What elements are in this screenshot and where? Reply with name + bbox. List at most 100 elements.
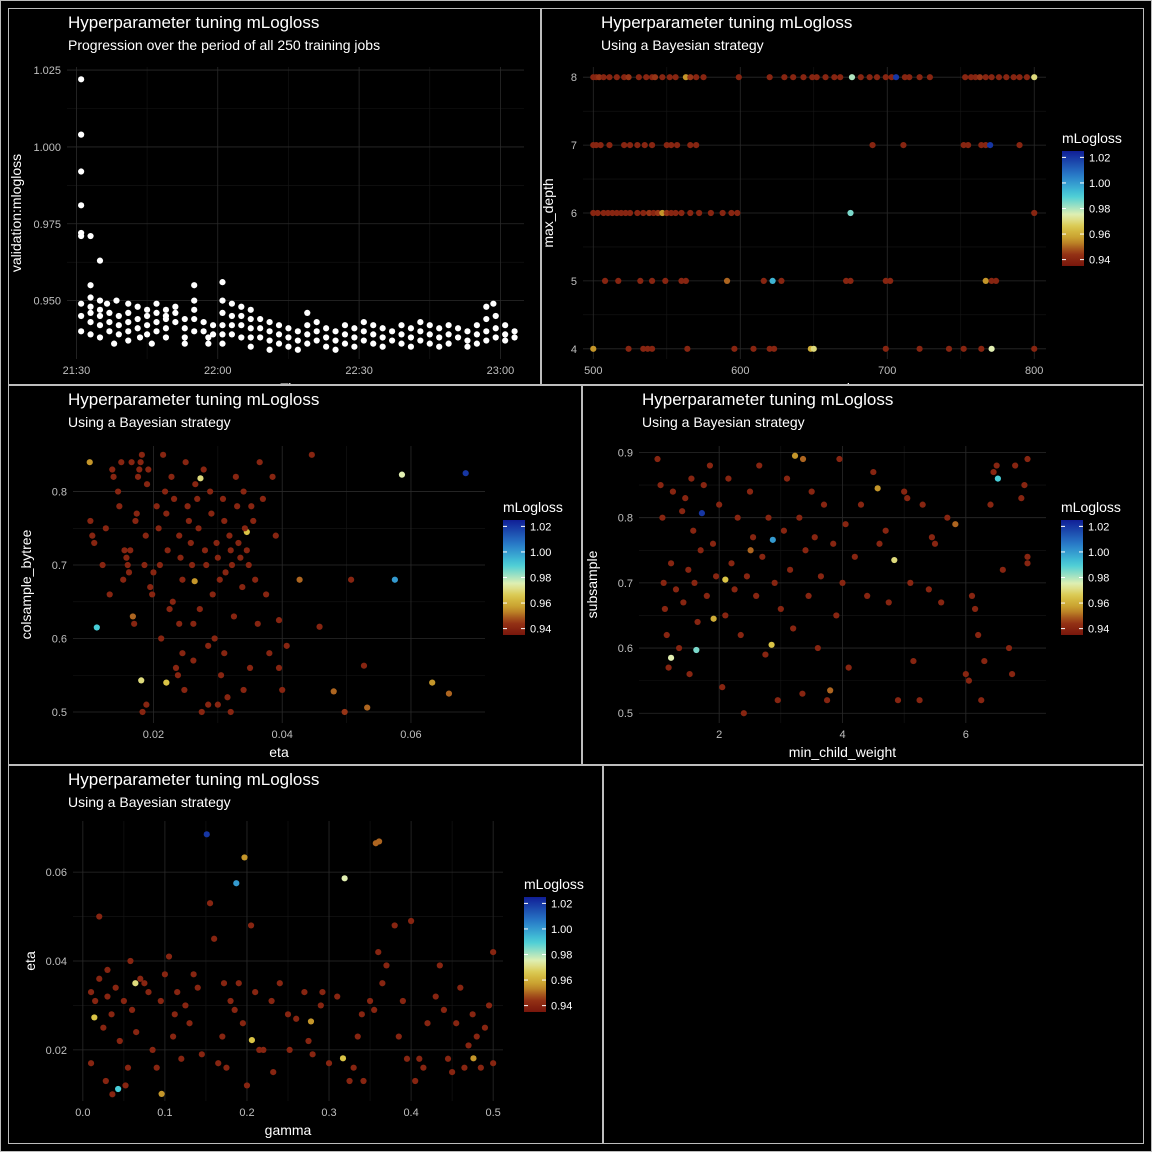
data-point [885,599,892,606]
data-point [181,315,188,323]
x-tick-label: 0.0 [75,1107,90,1119]
y-axis-label: max_depth [542,178,556,247]
data-point [668,209,675,217]
data-point [992,277,1000,285]
data-point [675,644,683,652]
data-point [87,294,94,301]
data-point [78,202,85,209]
data-point [716,501,723,508]
data-point [687,209,694,217]
x-tick-label: 4 [839,729,845,741]
data-point [663,141,670,149]
data-point [399,997,406,1005]
data-point [78,168,85,175]
x-tick-label: 0.5 [486,1107,501,1119]
data-point [216,576,223,583]
data-point [907,579,914,586]
chart-title: Hyperparameter tuning mLogloss [642,390,893,409]
data-point [201,547,209,554]
data-point [445,322,452,329]
data-point [440,1006,448,1013]
data-point [719,209,726,217]
data-point [982,74,989,81]
data-point [114,488,122,495]
data-point [876,540,883,547]
data-point [370,322,377,329]
data-point [473,340,480,347]
data-point [678,277,685,285]
data-point [843,277,850,285]
data-point [219,331,226,338]
data-point [161,488,169,495]
data-point [165,953,173,960]
chart-title: Hyperparameter tuning mLogloss [68,390,319,409]
data-point [350,1064,357,1071]
data-point [975,631,982,639]
data-point [473,1033,480,1040]
data-point [172,319,179,326]
legend-colorbar [1062,151,1084,266]
panel-gamma-vs-eta: 0.0 0.1 0.2 0.3 0.4 0.5 0.02 0.04 0.06 Hyperparam… [8,765,603,1144]
data-point [93,624,100,631]
data-point [266,650,273,657]
data-point [485,1002,493,1009]
data-point [417,337,424,344]
data-point [960,141,967,149]
x-axis-label: Time [280,380,311,384]
data-point [96,322,104,329]
data-point [96,312,104,320]
panel-eta-vs-colsample: 0.02 0.04 0.06 0.5 0.6 0.7 0.8 Hyperparameter t… [8,385,582,765]
data-point [960,345,967,352]
data-point [96,306,104,313]
data-point [457,984,464,991]
data-point [590,209,597,217]
data-point [919,501,926,508]
data-point [814,644,821,652]
data-point [285,325,292,332]
data-point [294,346,301,353]
data-point [477,1064,484,1071]
data-point [962,74,969,81]
data-point [722,612,729,619]
data-point [743,573,751,580]
data-point [269,473,276,480]
data-point [125,300,132,307]
data-point [243,1082,251,1089]
data-point [128,1006,136,1013]
data-point [248,503,255,510]
data-point [252,989,259,996]
data-point [621,141,628,149]
data-point [143,331,151,338]
data-point [483,328,490,335]
data-point [945,345,953,352]
data-point [209,591,216,598]
data-point [158,1090,165,1097]
data-point [693,646,700,654]
data-point [483,303,490,310]
data-point [454,334,462,341]
data-point [906,74,913,81]
data-point [470,1055,477,1062]
data-point [760,277,767,285]
data-point [190,971,197,978]
data-point [379,325,386,332]
legend-tick-label: 1.00 [1088,547,1109,559]
data-point [847,277,854,285]
data-point [461,1064,468,1071]
panel-min-child-weight-vs-subsample: 2 4 6 0.5 0.6 0.7 0.8 0.9 Hyperparameter tuning … [582,385,1144,765]
data-point [137,459,144,466]
data-point [103,300,111,307]
data-point [445,690,453,697]
data-point [172,303,179,310]
legend-colorbar [503,520,525,635]
data-point [786,566,794,573]
data-point [351,325,358,332]
data-point [891,556,898,564]
data-point [648,345,656,352]
data-point [172,664,180,671]
legend-tick-label: 0.98 [1089,204,1110,216]
data-point [181,686,188,694]
data-point [134,303,141,310]
data-point [667,560,675,567]
data-point [266,346,273,353]
